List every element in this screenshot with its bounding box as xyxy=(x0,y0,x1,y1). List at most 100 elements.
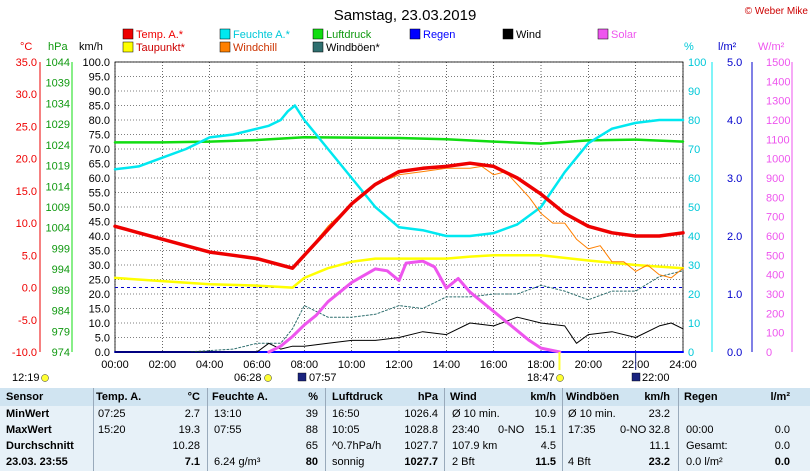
header-rain-unit: l/m² xyxy=(770,391,790,403)
header-gust-unit: km/h xyxy=(644,391,670,403)
rain-value: 0.0 xyxy=(774,456,790,468)
rain-tick-label: 2.0 xyxy=(727,231,742,243)
wind-tick-label: 55.0 xyxy=(89,188,110,200)
solar-tick-label: 700 xyxy=(766,212,784,224)
humidity-value: 39 xyxy=(305,408,318,420)
header-gust: Windböen xyxy=(566,391,620,403)
rain-tick-label: 4.0 xyxy=(727,115,742,127)
axis-tick-labels: 35.0 30.0 25.0 20.0 15.0 10.0 5.0 0.0 -5.0 -10.0 1… xyxy=(12,57,791,371)
chart-grid xyxy=(39,61,793,353)
wind-value: 11.5 xyxy=(535,456,556,468)
gust-value: 23.2 xyxy=(648,456,670,468)
header-sensor: Sensor xyxy=(6,391,44,403)
row-label: Durchschnitt xyxy=(6,440,74,452)
rain-value: 0.0 xyxy=(774,424,790,436)
weather-chart: Samstag, 23.03.2019 © Weber Mike Temp. A… xyxy=(12,6,809,384)
pressure-tick-label: 1019 xyxy=(46,161,70,173)
series-line-windb-en xyxy=(114,270,684,353)
temp-tick-label: -5.0 xyxy=(18,315,37,327)
sun-moon-events: 12:19 06:28 07:57 18:47 22:00 xyxy=(12,352,670,384)
temp-tick-label: 25.0 xyxy=(16,121,37,133)
series-line-wind xyxy=(114,316,684,353)
temp-value: 10.28 xyxy=(172,440,200,452)
solar-tick-label: 300 xyxy=(766,289,784,301)
pressure-tick-label: 989 xyxy=(52,285,70,297)
wind-tick-label: 95.0 xyxy=(89,72,110,84)
legend-label: Windböen* xyxy=(326,42,381,54)
temp-time: 15:20 xyxy=(98,424,126,436)
humidity-tick-label: 50 xyxy=(688,202,700,214)
wind-tick-label: 100.0 xyxy=(82,57,110,69)
gust-direction: 0-NO xyxy=(620,424,647,436)
time-tick-label: 10:00 xyxy=(338,359,366,371)
wind-direction: 0-NO xyxy=(498,424,525,436)
temp-tick-label: 10.0 xyxy=(16,218,37,230)
pressure-axis-unit: hPa xyxy=(48,41,68,53)
solar-tick-label: 200 xyxy=(766,308,784,320)
rain-time: Gesamt: xyxy=(686,440,728,452)
legend-swatch xyxy=(312,28,324,40)
gust-value: 32.8 xyxy=(648,424,670,436)
header-wind: Wind xyxy=(450,391,477,403)
header-temp: Temp. A. xyxy=(96,391,142,403)
time-tick-label: 04:00 xyxy=(196,359,224,371)
row-label: MaxWert xyxy=(6,424,52,436)
rain-tick-label: 3.0 xyxy=(727,173,742,185)
rain-time: 0.0 l/m² xyxy=(686,456,723,468)
time-tick-label: 06:00 xyxy=(243,359,271,371)
legend-swatch xyxy=(122,41,134,53)
pressure-tick-label: 979 xyxy=(52,326,70,338)
legend-label: Taupunkt* xyxy=(136,42,186,54)
pressure-tick-label: 1009 xyxy=(46,202,70,214)
pressure-tick-label: 1004 xyxy=(46,223,70,235)
pressure-tick-label: 1039 xyxy=(46,78,70,90)
solar-tick-label: 400 xyxy=(766,270,784,282)
humidity-time: 6.24 g/m³ xyxy=(214,456,261,468)
time-tick-label: 02:00 xyxy=(149,359,177,371)
moonrise-time: 22:00 xyxy=(642,372,670,384)
pressure-tick-label: 1029 xyxy=(46,119,70,131)
temp-tick-label: 5.0 xyxy=(22,250,37,262)
wind-tick-label: 5.0 xyxy=(95,333,110,345)
solar-tick-label: 600 xyxy=(766,231,784,243)
wind-tick-label: 90.0 xyxy=(89,86,110,98)
temp-tick-label: 15.0 xyxy=(16,186,37,198)
pressure-time: ^0.7hPa/h xyxy=(332,440,382,452)
wind-time: 23:40 xyxy=(452,424,480,436)
pressure-tick-label: 974 xyxy=(52,347,70,359)
rain-value: 0.0 xyxy=(774,440,790,452)
rain-tick-label: 0.0 xyxy=(727,347,742,359)
wind-tick-label: 85.0 xyxy=(89,101,110,113)
temp-axis-unit: °C xyxy=(20,41,32,53)
legend-label: Feuchte A.* xyxy=(233,29,291,41)
wind-tick-label: 15.0 xyxy=(89,304,110,316)
temp-tick-label: 20.0 xyxy=(16,154,37,166)
humidity-time: 07:55 xyxy=(214,424,242,436)
gust-time: 17:35 xyxy=(568,424,596,436)
col-separator xyxy=(325,388,326,471)
col-separator xyxy=(93,388,94,471)
col-separator xyxy=(207,388,208,471)
humidity-tick-label: 40 xyxy=(688,231,700,243)
row-label: 23.03. 23:55 xyxy=(6,456,68,468)
wind-tick-label: 70.0 xyxy=(89,144,110,156)
humidity-axis-unit: % xyxy=(684,41,694,53)
series-line-taupunkt xyxy=(113,254,685,289)
series-line-temp-a xyxy=(113,161,685,270)
solar-tick-label: 1400 xyxy=(766,76,790,88)
time-tick-label: 08:00 xyxy=(291,359,319,371)
header-rain: Regen xyxy=(684,391,718,403)
row-label: MinWert xyxy=(6,408,50,420)
wind-value: 15.1 xyxy=(534,424,556,436)
moonset-icon xyxy=(41,374,49,382)
stats-header-bar xyxy=(0,388,810,406)
axis-unit-labels: °C hPa km/h% l/m² W/m² xyxy=(20,41,785,53)
chart-series xyxy=(113,104,685,354)
sunset-icon xyxy=(556,374,564,382)
pressure-tick-label: 1024 xyxy=(46,140,70,152)
temp-tick-label: -10.0 xyxy=(12,347,37,359)
humidity-tick-label: 70 xyxy=(688,144,700,156)
legend-swatch xyxy=(312,41,324,53)
legend-label: Luftdruck xyxy=(326,29,372,41)
pressure-value: 1028.8 xyxy=(404,424,438,436)
